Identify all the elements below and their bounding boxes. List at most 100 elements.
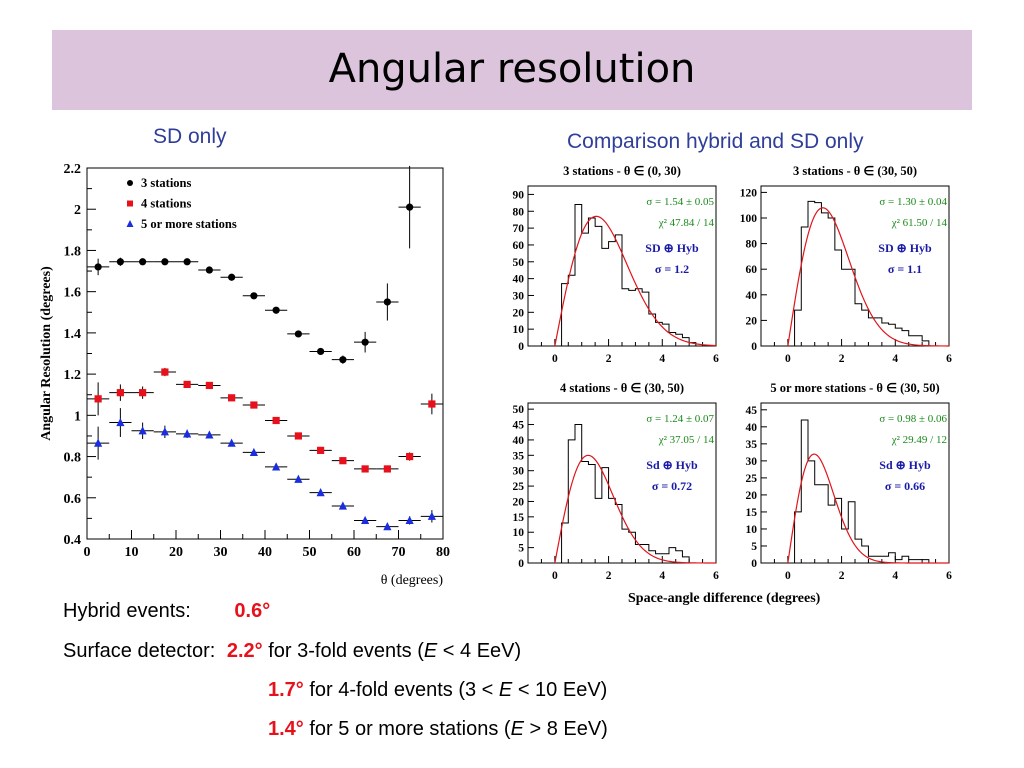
data-point: [161, 368, 169, 376]
sd-value-3fold: 2.2°: [226, 640, 263, 662]
y-tick-label: 20: [746, 315, 758, 327]
histogram-3-stations-30-50: 3 stations - θ ∈ (30, 50)020406080100120…: [740, 164, 952, 365]
y-tick-label: 45: [746, 405, 758, 417]
sd-value-4fold: 1.7°: [268, 679, 304, 701]
x-tick-label: 2: [839, 353, 845, 365]
data-point: [317, 347, 325, 356]
data-point: [294, 330, 302, 338]
histogram-title: 3 stations - θ ∈ (30, 50): [793, 164, 917, 178]
y-tick-label: 20: [513, 496, 525, 508]
data-point: [139, 389, 147, 397]
y-tick-label: 60: [746, 264, 758, 276]
y-tick-label: 25: [746, 473, 758, 485]
data-point: [205, 266, 213, 274]
y-tick-label: 100: [740, 213, 758, 225]
y-tick-label: 120: [740, 187, 758, 199]
x-tick-label: 0: [84, 545, 91, 560]
series-4-stations: [87, 367, 443, 473]
data-point: [427, 511, 436, 520]
data-point: [294, 432, 302, 440]
sd-text-3fold-a: for 3-fold events (: [262, 640, 424, 662]
data-point: [339, 457, 347, 465]
fit-sigma-stat: σ = 0.98 ± 0.06: [879, 413, 947, 425]
sd-hyb-label: SD ⊕ Hyb: [645, 241, 699, 255]
data-point: [160, 427, 169, 436]
data-point: [316, 488, 325, 497]
sd-text-5fold-b: > 8 EeV): [523, 718, 608, 740]
data-point: [116, 417, 125, 427]
histogram-4-stations-30-50: 4 stations - θ ∈ (30, 50)051015202530354…: [513, 381, 720, 582]
fit-curve: [554, 215, 717, 347]
sd-hyb-sigma: σ = 0.72: [652, 479, 692, 493]
x-tick-label: 50: [303, 545, 317, 560]
y-tick-label: 0: [751, 558, 757, 570]
y-tick-label: 0.8: [64, 451, 82, 466]
hybrid-value: 0.6°: [234, 600, 271, 622]
x-tick-label: 4: [659, 353, 665, 365]
sd-text-5fold-a: for 5 or more stations (: [303, 718, 511, 740]
data-point: [294, 474, 303, 483]
fit-chi2-stat: χ² 61.50 / 14: [891, 217, 948, 229]
sd-hyb-label: Sd ⊕ Hyb: [646, 458, 698, 472]
sd-var-4fold: E: [498, 679, 513, 701]
data-point: [361, 515, 370, 525]
x-tick-label: 4: [892, 353, 898, 365]
fit-curve: [787, 453, 949, 564]
sd-hyb-sigma: σ = 1.2: [655, 262, 689, 276]
data-point: [338, 501, 347, 510]
y-tick-label: 1: [74, 409, 81, 424]
sd-text-4fold-a: for 4-fold events (3 <: [303, 679, 499, 701]
x-tick-label: 4: [892, 570, 898, 582]
y-tick-label: 5: [751, 541, 757, 553]
fit-curve: [554, 454, 716, 564]
data-point: [183, 380, 191, 389]
x-tick-label: 10: [125, 545, 139, 560]
legend-triangle-marker: [126, 220, 134, 227]
sd-hyb-sigma: σ = 0.66: [885, 479, 925, 493]
data-point: [183, 258, 191, 266]
data-point: [383, 522, 392, 531]
title-bar: Angular resolution: [52, 30, 972, 110]
y-tick-label: 1.4: [64, 327, 82, 342]
x-tick-label: 0: [552, 353, 558, 365]
data-point: [227, 438, 236, 447]
y-tick-label: 40: [746, 290, 758, 302]
x-tick-label: 0: [552, 570, 558, 582]
data-point: [405, 515, 414, 525]
data-point: [205, 430, 214, 439]
data-point: [250, 292, 258, 300]
y-tick-label: 20: [513, 307, 525, 319]
hybrid-label: Hybrid events:: [63, 600, 191, 622]
series-5-or-more-stations: [87, 408, 443, 531]
data-point: [428, 400, 436, 408]
x-tick-label: 60: [347, 545, 361, 560]
data-point: [249, 447, 258, 457]
data-point: [317, 446, 325, 454]
y-tick-label: 40: [513, 274, 525, 286]
y-tick-label: 80: [513, 206, 525, 218]
sd-text-3fold-b: < 4 EeV): [437, 640, 522, 662]
fit-sigma-stat: σ = 1.54 ± 0.05: [646, 196, 714, 208]
y-tick-label: 2: [74, 203, 81, 218]
y-tick-label: 15: [513, 512, 525, 524]
data-point: [139, 258, 147, 266]
x-tick-label: 6: [946, 570, 952, 582]
fit-chi2-stat: χ² 29.49 / 12: [891, 434, 947, 446]
sd-var-5fold: E: [510, 718, 524, 740]
slide-title: Angular resolution: [328, 46, 696, 92]
data-point: [94, 263, 102, 271]
data-point: [250, 401, 258, 409]
y-tick-label: 90: [513, 189, 525, 201]
fit-chi2-stat: χ² 47.84 / 14: [658, 217, 715, 229]
sd-hyb-sigma: σ = 1.1: [888, 262, 922, 276]
data-point: [361, 465, 369, 473]
summary-sd-line-2: 1.7° for 4-fold events (3 < E < 10 EeV): [268, 679, 607, 702]
sd-value-5fold: 1.4°: [268, 718, 304, 740]
data-point: [383, 465, 391, 473]
x-axis-label: θ (degrees): [381, 573, 444, 588]
y-tick-label: 10: [513, 527, 525, 539]
summary-sd-line-1: Surface detector: 2.2° for 3-fold events…: [63, 640, 521, 663]
y-tick-label: 70: [513, 223, 525, 235]
x-tick-label: 20: [169, 545, 183, 560]
y-tick-label: 1.2: [64, 368, 82, 383]
